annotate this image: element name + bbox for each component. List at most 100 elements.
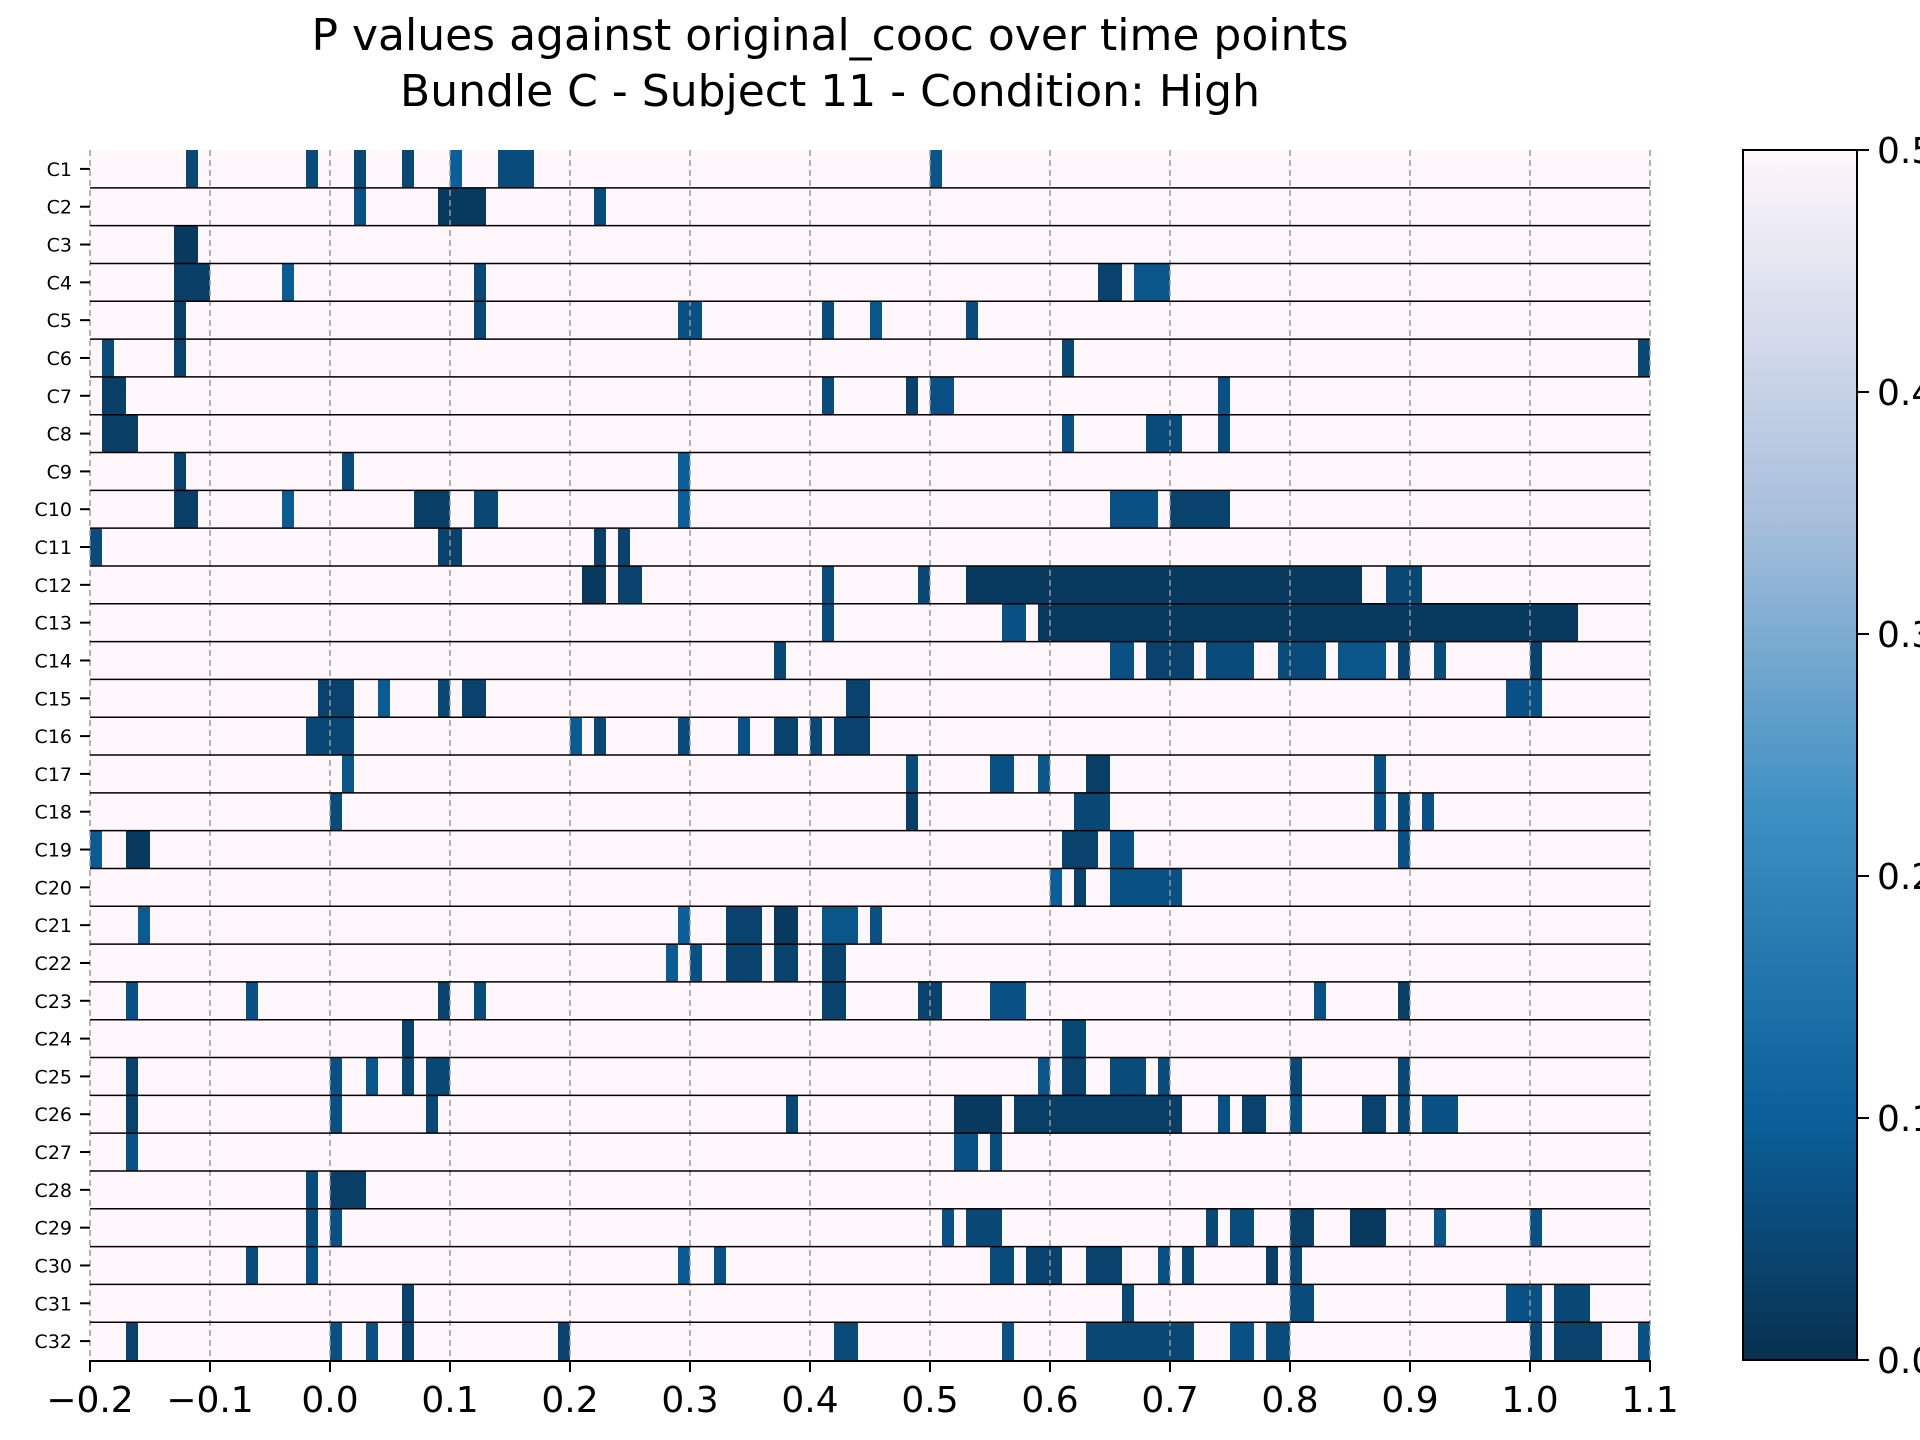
heatmap-cell — [474, 490, 498, 529]
colorbar: 0.0 0.1 0.2 0.3 0.4 0.5 — [1742, 131, 1920, 1382]
heatmap-cell — [1122, 1284, 1134, 1323]
heatmap-cell — [618, 528, 630, 566]
y-tick-label: C4 — [47, 272, 72, 294]
heatmap-row-C5 — [90, 301, 1650, 340]
heatmap-cell — [906, 792, 918, 831]
heatmap-cell — [126, 1133, 138, 1171]
heatmap-cell — [1314, 981, 1326, 1020]
heatmap-cell — [1038, 755, 1050, 793]
heatmap-cell — [102, 376, 126, 415]
chart-title: P values against original_cooc over time… — [311, 10, 1348, 61]
x-tick-label: 0.8 — [1261, 1380, 1318, 1421]
y-tick-label: C22 — [35, 953, 72, 975]
heatmap-cell — [1074, 868, 1086, 907]
row-background — [90, 452, 1650, 491]
heatmap-cell — [1638, 339, 1650, 377]
heatmap-cell — [138, 906, 150, 945]
heatmap-cell — [1086, 755, 1110, 793]
y-tick-label: C2 — [47, 197, 72, 219]
heatmap-cell — [1338, 641, 1386, 680]
heatmap-cell — [354, 187, 366, 226]
heatmap-cell — [90, 528, 102, 566]
heatmap-cell — [1266, 1322, 1290, 1360]
heatmap-row-C16 — [90, 717, 1650, 755]
heatmap-cell — [1398, 1057, 1410, 1096]
heatmap-cell — [1062, 830, 1098, 869]
heatmap-cell — [1350, 1208, 1386, 1247]
row-background — [90, 944, 1650, 982]
x-tick-label: 0.4 — [781, 1380, 838, 1421]
heatmap-cell — [1014, 1095, 1182, 1134]
y-tick-label: C10 — [35, 499, 72, 521]
row-background — [90, 981, 1650, 1020]
y-tick-label: C21 — [35, 915, 72, 937]
y-tick-label: C9 — [47, 461, 72, 483]
heatmap-cell — [990, 1246, 1014, 1285]
heatmap-row-C24 — [90, 1019, 1650, 1058]
heatmap-cell — [1038, 603, 1578, 642]
heatmap-row-C27 — [90, 1133, 1650, 1171]
heatmap-cell — [1638, 1322, 1650, 1360]
heatmap-cell — [1386, 565, 1422, 604]
heatmap-cell — [1218, 376, 1230, 415]
heatmap-cell — [306, 1246, 318, 1285]
heatmap-cell — [474, 981, 486, 1020]
heatmap-cell — [1230, 1208, 1254, 1247]
heatmap-cell — [966, 301, 978, 340]
heatmap-cell — [1290, 1246, 1302, 1285]
heatmap-cell — [726, 944, 762, 982]
heatmap-cell — [1290, 1095, 1302, 1134]
row-background — [90, 1019, 1650, 1058]
heatmap-cell — [186, 150, 198, 188]
heatmap-cell — [1158, 1057, 1170, 1096]
heatmap-cell — [678, 906, 690, 945]
row-background — [90, 792, 1650, 831]
heatmap-cell — [378, 679, 390, 718]
heatmap-cell — [1110, 1057, 1146, 1096]
colorbar-tick-label: 0.3 — [1877, 615, 1920, 656]
heatmap-cell — [438, 679, 450, 718]
heatmap-cell — [174, 452, 186, 491]
heatmap-cell — [990, 1133, 1002, 1171]
heatmap-cell — [366, 1322, 378, 1360]
x-tick-label: −0.2 — [46, 1380, 133, 1421]
row-background — [90, 1246, 1650, 1285]
x-tick-label: 0.9 — [1381, 1380, 1438, 1421]
heatmap-cell — [438, 187, 486, 226]
heatmap-row-C30 — [90, 1246, 1650, 1285]
heatmap-cell — [330, 1170, 366, 1209]
heatmap-cell — [1062, 1019, 1086, 1058]
heatmap-cell — [1158, 1246, 1170, 1285]
heatmap-cell — [870, 906, 882, 945]
row-background — [90, 830, 1650, 869]
heatmap-cell — [330, 1322, 342, 1360]
heatmap-cell — [1086, 1246, 1122, 1285]
heatmap-cell — [990, 755, 1014, 793]
heatmap-cell — [174, 490, 198, 529]
y-tick-label: C12 — [35, 575, 72, 597]
x-tick-label: 0.7 — [1141, 1380, 1198, 1421]
heatmap-cell — [678, 490, 690, 529]
heatmap-cell — [822, 906, 858, 945]
row-background — [90, 376, 1650, 415]
heatmap-cell — [1290, 1284, 1314, 1323]
heatmap-cell — [678, 717, 690, 755]
heatmap-cell — [1110, 641, 1134, 680]
heatmap-row-C18 — [90, 792, 1650, 831]
heatmap-cell — [822, 603, 834, 642]
heatmap-cell — [174, 225, 198, 264]
heatmap-row-C21 — [90, 906, 1650, 945]
heatmap-cell — [594, 717, 606, 755]
heatmap-cell — [462, 679, 486, 718]
heatmap-cell — [282, 490, 294, 529]
row-separators — [90, 187, 1650, 1323]
heatmap-cell — [402, 1322, 414, 1360]
heatmap-cell — [1290, 1057, 1302, 1096]
heatmap-cell — [126, 981, 138, 1020]
heatmap-cell — [1554, 1322, 1602, 1360]
heatmap-cell — [966, 565, 1362, 604]
heatmap-cell — [1530, 641, 1542, 680]
heatmap-cell — [714, 1246, 726, 1285]
heatmap-cell — [678, 1246, 690, 1285]
heatmap-row-C12 — [90, 565, 1650, 604]
